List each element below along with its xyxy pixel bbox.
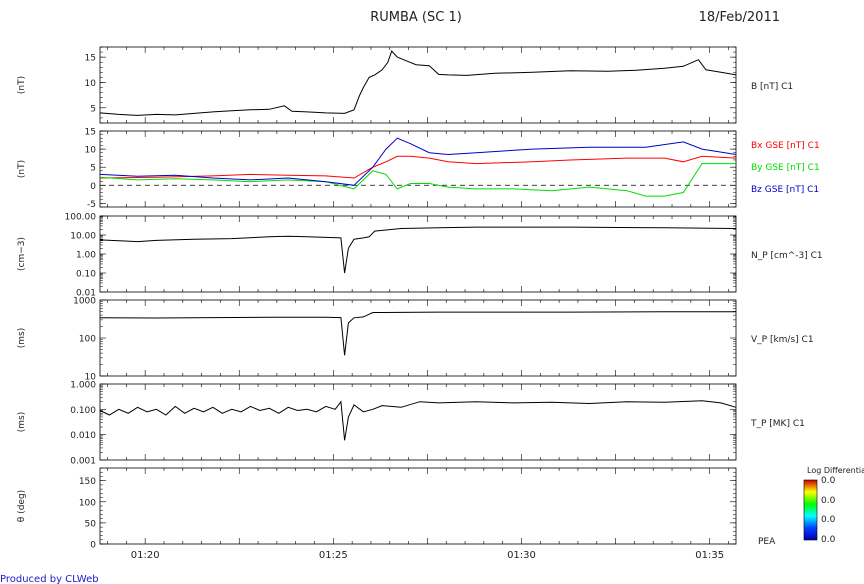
colorbar-xlabel: PEA — [758, 537, 776, 547]
series-line — [99, 163, 736, 197]
footer-credit: Produced by CLWeb — [0, 574, 99, 584]
y-tick-label: 10 — [85, 373, 97, 383]
plot-frame — [99, 467, 737, 545]
legend-entry: B [nT] C1 — [751, 82, 793, 92]
colorbar: Log Differential 0.0 0.0 0.0 0.0 PEA — [758, 466, 864, 547]
series-line — [99, 400, 737, 441]
panel-2: -5 0 5 10 15 (nT) Bx GSE [nT] C1 By GSE [nT] C1… — [17, 128, 820, 210]
y-axis-label: (ms) — [17, 328, 27, 348]
y-tick-label: 100 — [79, 335, 96, 345]
legend-entry: Bx GSE [nT] C1 — [751, 141, 820, 151]
figure-title: RUMBA (SC 1) — [370, 10, 462, 25]
panel-1: 5 10 15 (nT) B [nT] C1 — [17, 46, 793, 124]
y-axis-label: (nT) — [17, 76, 27, 94]
y-tick-label: 15 — [85, 128, 96, 138]
panel-4: 10 100 1000 (ms) V_P [km/s] C1 — [17, 297, 814, 383]
series-line — [99, 226, 737, 274]
panels: 5 10 15 (nT) B [nT] C1 -5 0 5 10 15 (nT) Bx GSE [nT… — [17, 46, 823, 561]
y-tick-label: 100.00 — [65, 213, 97, 223]
panel-3: 0.01 0.10 1.00 10.00 100.00 (cm−3) N_P [cm^-3]… — [17, 213, 823, 299]
colorbar-title: Log Differential — [807, 466, 864, 475]
legend-entry: V_P [km/s] C1 — [751, 335, 814, 345]
y-tick-label: 0 — [90, 541, 96, 551]
plot-frame — [99, 46, 737, 124]
colorbar-tick: 0.0 — [821, 535, 836, 545]
y-tick-label: -5 — [87, 200, 96, 210]
y-tick-label: 100 — [79, 498, 96, 508]
y-tick-label: 5 — [90, 164, 96, 174]
y-tick-label: 1.00 — [76, 251, 96, 261]
y-tick-label: 0 — [90, 182, 96, 192]
legend-entry: Bz GSE [nT] C1 — [751, 185, 819, 195]
colorbar-gradient — [803, 479, 818, 541]
plot-frame — [99, 383, 737, 461]
y-tick-label: 1000 — [73, 297, 96, 307]
y-tick-label: 0.100 — [70, 406, 96, 416]
y-axis-label: (ms) — [17, 412, 27, 432]
y-tick-label: 150 — [79, 477, 96, 487]
legend-entry: N_P [cm^-3] C1 — [751, 251, 823, 261]
y-tick-label: 10.00 — [70, 232, 96, 242]
series-line — [99, 50, 737, 116]
panel-5: 0.001 0.010 0.100 1.000 (ms) T_P [MK] C1 — [17, 381, 805, 467]
colorbar-tick: 0.0 — [821, 496, 836, 506]
panel-6: 0 50 100 150 θ (deg) 01:20 01:25 01:30 01:35 — [17, 467, 737, 561]
y-tick-label: 1.000 — [70, 381, 96, 391]
y-tick-label: 5 — [90, 104, 96, 114]
x-tick-label: 01:25 — [319, 550, 348, 561]
series-line — [99, 155, 737, 179]
x-tick-label: 01:35 — [695, 550, 724, 561]
y-tick-label: 0.010 — [70, 431, 96, 441]
y-tick-label: 15 — [85, 54, 96, 64]
plot-frame — [99, 130, 737, 208]
figure-date: 18/Feb/2011 — [699, 10, 780, 25]
y-tick-label: 0.10 — [76, 270, 96, 280]
x-tick-label: 01:20 — [131, 550, 160, 561]
legend-entry: By GSE [nT] C1 — [751, 163, 820, 173]
colorbar-tick: 0.0 — [821, 515, 836, 525]
y-axis-label: (nT) — [17, 160, 27, 178]
colorbar-tick: 0.0 — [821, 476, 836, 486]
series-line — [99, 137, 737, 186]
y-tick-label: 0.001 — [70, 457, 96, 467]
series-line — [99, 311, 736, 356]
legend-entry: T_P [MK] C1 — [750, 419, 805, 429]
x-tick-label: 01:30 — [507, 550, 536, 561]
y-axis-label: (cm−3) — [17, 237, 27, 271]
y-axis-label: θ (deg) — [17, 490, 27, 522]
y-tick-label: 10 — [85, 79, 97, 89]
y-tick-label: 0.01 — [76, 289, 96, 299]
y-tick-label: 50 — [85, 519, 97, 529]
y-tick-label: 10 — [85, 146, 97, 156]
